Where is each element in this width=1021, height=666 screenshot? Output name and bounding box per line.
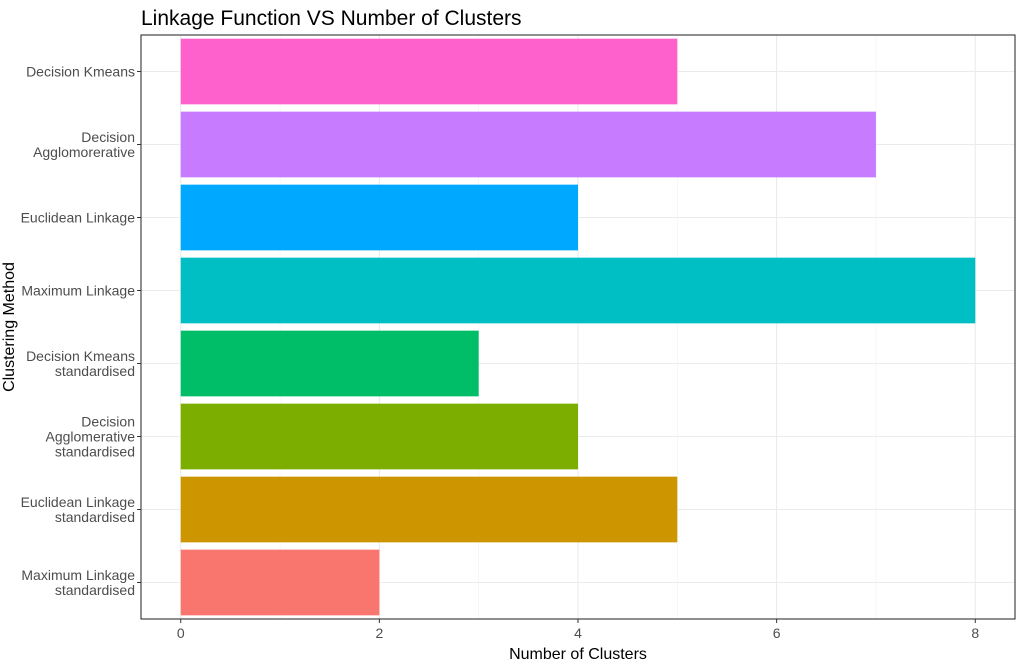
- y-tick-label: Decision Kmeans standardised: [26, 348, 135, 379]
- x-tick-label: 4: [574, 625, 582, 641]
- x-tick-label: 8: [971, 625, 979, 641]
- y-tick-label: Maximum Linkage: [21, 283, 135, 299]
- x-tick-label: 6: [773, 625, 781, 641]
- y-axis-title: Clustering Method: [1, 262, 18, 392]
- y-tick-label: Euclidean Linkage standardised: [21, 494, 136, 525]
- y-tick-label: Decision Kmeans: [26, 64, 135, 80]
- bar: [180, 184, 578, 251]
- bar: [180, 257, 976, 324]
- y-tick-label: Decision Agglomorerative: [33, 129, 135, 160]
- bars: [180, 38, 976, 616]
- chart-title: Linkage Function VS Number of Clusters: [141, 7, 522, 30]
- x-axis-title: Number of Clusters: [509, 646, 647, 663]
- bar: [180, 38, 678, 105]
- x-axis: 0 2 4 6 8: [177, 619, 979, 641]
- y-axis: Decision Kmeans Decision Agglomorerative Eu…: [21, 64, 141, 598]
- x-tick-label: 0: [177, 625, 185, 641]
- bar: [180, 403, 578, 470]
- bar: [180, 330, 479, 397]
- bar: [180, 476, 678, 543]
- bar: [180, 111, 876, 178]
- y-tick-label: Decision Agglomerative standardised: [46, 414, 136, 460]
- x-tick-label: 2: [375, 625, 383, 641]
- bar: [180, 549, 380, 616]
- y-tick-label: Euclidean Linkage: [21, 210, 136, 226]
- y-tick-label: Maximum Linkage standardised: [21, 567, 135, 598]
